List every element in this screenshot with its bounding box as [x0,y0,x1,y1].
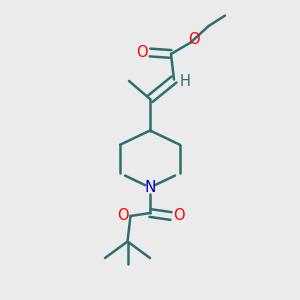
Text: O: O [173,208,185,224]
Text: O: O [188,32,200,46]
Text: N: N [144,180,156,195]
Text: O: O [117,208,129,224]
Text: H: H [180,74,191,88]
Text: O: O [136,45,148,60]
